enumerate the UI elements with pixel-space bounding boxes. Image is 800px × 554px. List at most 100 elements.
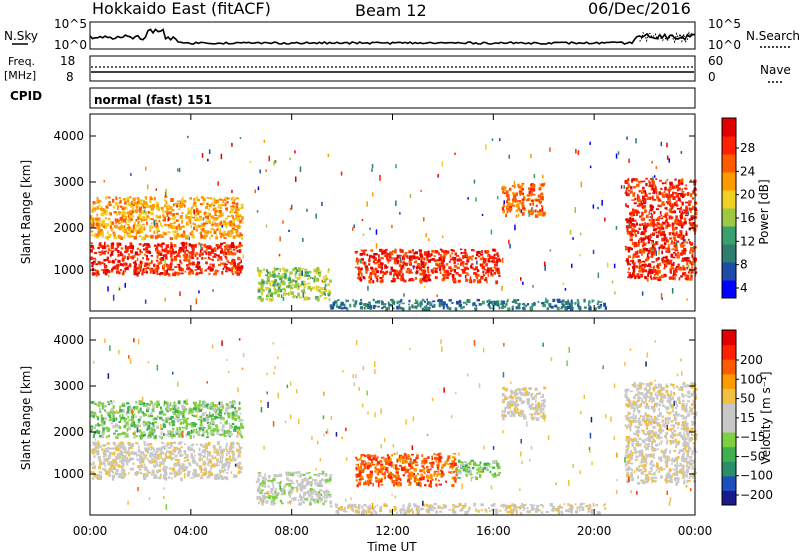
heatmap-speckle — [620, 185, 623, 189]
heatmap-speckle — [669, 497, 672, 502]
heatmap-speckle — [515, 214, 518, 218]
heatmap-speckle — [237, 387, 239, 393]
heatmap-speckle — [302, 292, 305, 298]
heatmap-speckle — [375, 229, 378, 235]
heatmap-speckle — [289, 157, 291, 161]
heatmap-speckle — [461, 483, 463, 490]
heatmap-speckle — [201, 153, 204, 158]
power-colorbar-label: Power [dB] — [757, 179, 771, 244]
heatmap-speckle — [352, 374, 354, 379]
heatmap-speckle — [688, 264, 690, 268]
heatmap-speckle — [641, 291, 644, 296]
heatmap-speckle — [572, 237, 574, 240]
velocity-colorbar-label: 100 — [740, 372, 763, 386]
heatmap-speckle — [440, 339, 442, 345]
heatmap-speckle — [174, 271, 177, 277]
heatmap-speckle — [178, 167, 181, 173]
heatmap-speckle — [482, 347, 485, 353]
heatmap-region — [501, 182, 546, 218]
heatmap-speckle — [510, 381, 512, 384]
heatmap-speckle — [473, 339, 476, 346]
heatmap-speckle — [213, 446, 216, 451]
heatmap-speckle — [340, 171, 343, 176]
heatmap-speckle — [289, 207, 292, 211]
heatmap-speckle — [218, 473, 220, 479]
heatmap-speckle — [176, 204, 178, 208]
heatmap-speckle — [190, 429, 193, 432]
heatmap-speckle — [508, 239, 510, 245]
heatmap-speckle — [690, 408, 692, 413]
noise-left-tick-bottom: 10^0 — [54, 38, 87, 52]
heatmap-speckle — [211, 344, 214, 349]
heatmap-speckle — [118, 288, 121, 291]
power-colorbar-swatch — [722, 262, 736, 281]
heatmap-speckle — [360, 258, 362, 264]
heatmap-speckle — [665, 447, 668, 452]
heatmap-speckle — [395, 164, 397, 169]
heatmap-speckle — [636, 491, 638, 495]
heatmap-speckle — [645, 361, 647, 367]
heatmap-speckle — [682, 471, 684, 477]
power-colorbar-label: 28 — [740, 141, 755, 155]
heatmap-speckle — [124, 283, 126, 288]
heatmap-speckle — [543, 261, 546, 267]
heatmap-speckle — [673, 401, 675, 407]
heatmap-region — [354, 248, 502, 285]
power-colorbar-label: 8 — [740, 258, 748, 272]
velocity-colorbar-label: −100 — [740, 469, 773, 483]
heatmap-region — [501, 386, 547, 421]
heatmap-speckle — [690, 432, 693, 436]
heatmap-speckle — [660, 141, 663, 147]
heatmap-speckle — [301, 270, 303, 276]
heatmap-speckle — [358, 386, 360, 391]
heatmap-speckle — [319, 458, 321, 462]
power-colorbar-swatch — [722, 226, 736, 245]
heatmap-speckle — [530, 445, 533, 450]
heatmap-speckle — [353, 224, 355, 228]
heatmap-speckle — [230, 442, 232, 447]
heatmap-speckle — [374, 369, 376, 374]
nsky-series — [89, 28, 695, 45]
noise-panel-frame — [89, 21, 696, 50]
heatmap-speckle — [628, 158, 630, 163]
heatmap-speckle — [227, 371, 230, 374]
heatmap-speckle — [652, 176, 654, 180]
heatmap-speckle — [96, 271, 99, 274]
heatmap-speckle — [564, 288, 567, 291]
heatmap-speckle — [473, 179, 476, 184]
heatmap-speckle — [296, 486, 298, 493]
heatmap-speckle — [242, 353, 245, 358]
time-axis-label: Time UT — [366, 540, 417, 554]
velocity-colorbar-label: 15 — [740, 411, 755, 425]
heatmap-speckle — [651, 241, 653, 245]
heatmap-speckle — [574, 207, 576, 213]
heatmap-speckle — [393, 275, 395, 278]
velocity-panel: 4000 3000 2000 1000 Slant Range [km] 200 100… — [19, 317, 773, 516]
heatmap-speckle — [366, 390, 368, 396]
power-heatmap — [90, 135, 698, 312]
heatmap-speckle — [542, 342, 544, 347]
heatmap-speckle — [365, 262, 367, 267]
velocity-y-axis: 4000 3000 2000 1000 — [53, 333, 695, 481]
heatmap-speckle — [541, 206, 544, 212]
heatmap-speckle — [372, 192, 374, 197]
heatmap-speckle — [220, 153, 223, 160]
heatmap-speckle — [362, 366, 365, 370]
heatmap-speckle — [302, 237, 304, 242]
heatmap-speckle — [147, 361, 150, 364]
heatmap-speckle — [654, 175, 656, 178]
heatmap-speckle — [660, 293, 663, 299]
velocity-colorbar-label: −15 — [740, 430, 765, 444]
heatmap-speckle — [681, 371, 683, 376]
heatmap-speckle — [674, 275, 677, 281]
heatmap-region — [256, 266, 332, 302]
heatmap-speckle — [163, 264, 165, 268]
heatmap-speckle — [350, 497, 352, 500]
heatmap-speckle — [635, 138, 637, 144]
heatmap-speckle — [265, 169, 267, 172]
heatmap-speckle — [590, 416, 593, 423]
velocity-colorbar-swatch — [722, 344, 736, 360]
power-colorbar-swatch — [722, 208, 736, 227]
heatmap-speckle — [455, 391, 457, 395]
velocity-ytick-label: 3000 — [53, 379, 84, 393]
